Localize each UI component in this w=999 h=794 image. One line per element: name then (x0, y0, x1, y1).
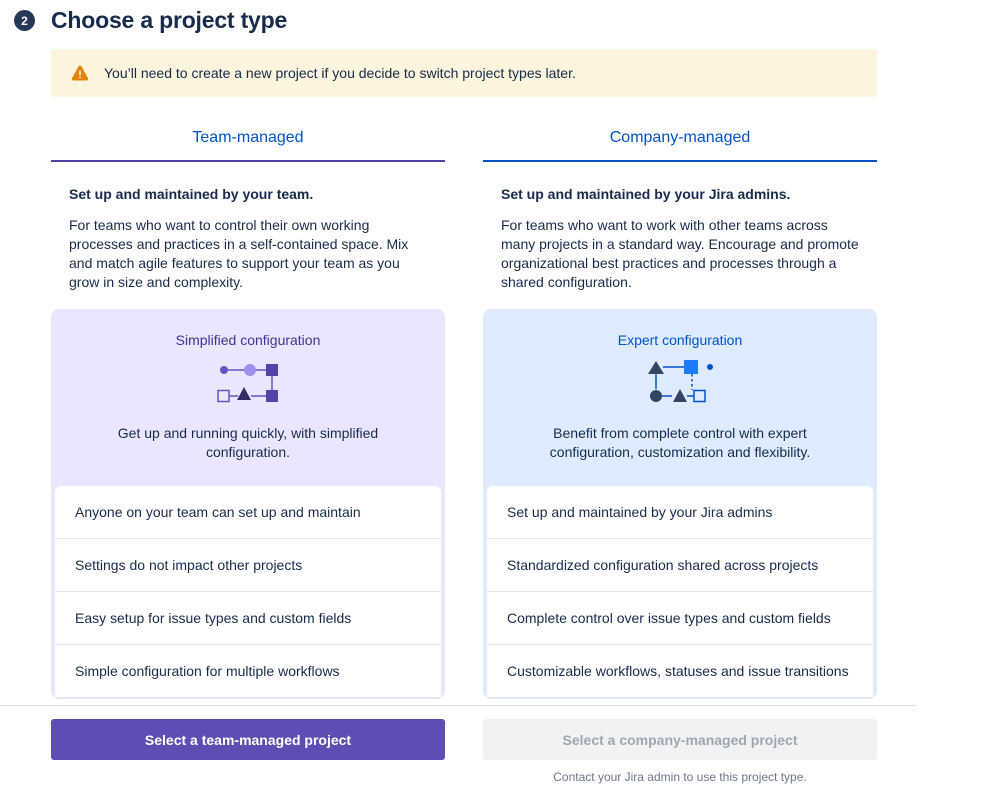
company-managed-subtitle: Set up and maintained by your Jira admin… (501, 186, 791, 202)
warning-text: You’ll need to create a new project if y… (104, 65, 576, 81)
company-managed-description: For teams who want to work with other te… (501, 217, 859, 290)
footer: Select a team-managed project Select a c… (0, 706, 999, 794)
simplified-configuration-icon (51, 358, 445, 410)
company-feature-row: Complete control over issue types and cu… (487, 592, 873, 645)
step-number-badge: 2 (14, 10, 35, 31)
company-managed-footnote: Contact your Jira admin to use this proj… (553, 770, 807, 784)
company-feature-list: Set up and maintained by your Jira admin… (487, 486, 873, 698)
project-type-columns: Team-managed Set up and maintained by yo… (51, 101, 877, 699)
company-managed-card: Expert configuration Benefit from comple… (483, 309, 877, 699)
team-card-title: Simplified configuration (175, 332, 321, 348)
team-managed-card: Simplified configuration Get up and runn… (51, 309, 445, 699)
expert-configuration-icon (483, 358, 877, 410)
warning-banner: You’ll need to create a new project if y… (51, 49, 877, 97)
select-team-managed-button[interactable]: Select a team-managed project (51, 719, 445, 760)
company-card-description: Benefit from complete control with exper… (549, 425, 811, 460)
team-feature-list: Anyone on your team can set up and maint… (55, 486, 441, 698)
select-company-managed-button[interactable]: Select a company-managed project (483, 719, 877, 760)
footer-divider (0, 705, 916, 706)
page-header: 2 Choose a project type (0, 0, 999, 34)
company-card-title: Expert configuration (617, 332, 743, 348)
warning-icon (70, 63, 90, 83)
team-feature-row: Settings do not impact other projects (55, 539, 441, 592)
company-managed-column: Company-managed Set up and maintained by… (483, 101, 877, 699)
company-feature-row: Set up and maintained by your Jira admin… (487, 486, 873, 539)
team-feature-row: Easy setup for issue types and custom fi… (55, 592, 441, 645)
team-feature-row: Anyone on your team can set up and maint… (55, 486, 441, 539)
page-title: Choose a project type (51, 7, 288, 33)
company-feature-row: Standardized configuration shared across… (487, 539, 873, 592)
team-managed-column: Team-managed Set up and maintained by yo… (51, 101, 445, 699)
team-card-description: Get up and running quickly, with simplif… (117, 425, 379, 460)
company-managed-header: Company-managed (483, 101, 877, 162)
team-managed-description: For teams who want to control their own … (69, 217, 409, 290)
team-feature-row: Simple configuration for multiple workfl… (55, 645, 441, 698)
team-managed-header: Team-managed (51, 101, 445, 162)
company-feature-row: Customizable workflows, statuses and iss… (487, 645, 873, 698)
team-managed-subtitle: Set up and maintained by your team. (69, 186, 314, 202)
